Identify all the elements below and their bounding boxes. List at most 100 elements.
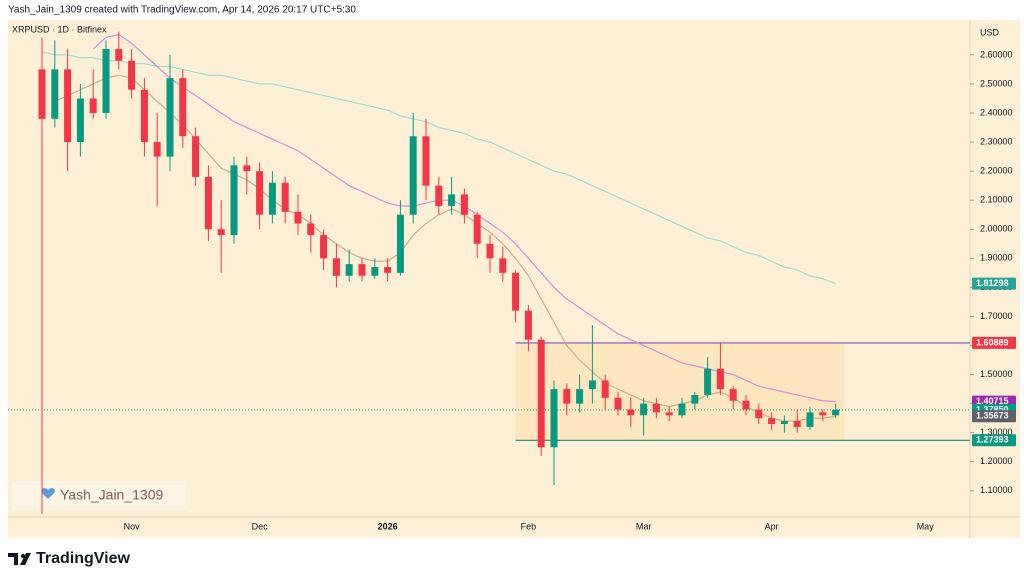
candle-body xyxy=(819,412,827,416)
price-tag-label: 1.35673 xyxy=(976,411,1009,421)
candle-body xyxy=(140,89,148,143)
candle-body xyxy=(422,136,430,186)
candle-body xyxy=(576,389,584,404)
y-tick-label: 2.20000 xyxy=(980,166,1013,176)
moving-average xyxy=(41,51,836,285)
candle-body xyxy=(601,380,609,398)
price-tag-label: 1.60889 xyxy=(976,337,1009,347)
watermark-box xyxy=(12,481,186,510)
y-tick-label: 1.10000 xyxy=(980,485,1013,495)
candle-body xyxy=(665,412,673,416)
candle-body xyxy=(524,310,532,340)
candle-body xyxy=(537,339,545,448)
candle-body xyxy=(230,165,238,236)
x-tick-label: 2026 xyxy=(378,521,398,531)
candle-body xyxy=(204,176,212,230)
candle-body xyxy=(358,264,366,276)
y-tick-label: 2.00000 xyxy=(980,224,1013,234)
price-tag xyxy=(972,277,1016,290)
candle-body xyxy=(307,223,315,236)
candle-body xyxy=(371,267,379,276)
candle-body xyxy=(768,418,776,424)
y-tick-label: 1.50000 xyxy=(980,369,1013,379)
candle-body xyxy=(179,78,187,137)
candle-body xyxy=(166,78,174,157)
candle-body xyxy=(268,182,276,215)
candle-body xyxy=(652,403,660,413)
candle-body xyxy=(294,211,302,224)
candle-body xyxy=(806,412,814,427)
range-box xyxy=(515,342,845,441)
candle-body xyxy=(435,185,443,207)
price-tag-label: 1.27393 xyxy=(976,435,1009,445)
candle-body xyxy=(588,380,596,390)
candle-body xyxy=(51,69,59,119)
candle-body xyxy=(243,165,251,172)
heart-icon xyxy=(41,488,55,499)
candle-body xyxy=(486,243,494,259)
candle-body xyxy=(832,409,840,416)
x-tick-label: Dec xyxy=(252,521,269,531)
candle-body xyxy=(320,235,328,259)
candle-body xyxy=(448,194,456,207)
candle-body xyxy=(704,368,712,395)
candle-body xyxy=(115,49,123,61)
candle-body xyxy=(217,229,225,236)
candle-body xyxy=(384,267,392,273)
candle-body xyxy=(627,409,635,416)
candle-body xyxy=(691,394,699,404)
candle-body xyxy=(678,403,686,416)
candle-body xyxy=(396,214,404,273)
y-tick-label: 2.30000 xyxy=(980,136,1013,146)
x-tick-label: Nov xyxy=(124,521,141,531)
y-tick-label: 2.50000 xyxy=(980,78,1013,88)
y-tick-label: 1.20000 xyxy=(980,456,1013,466)
candle-body xyxy=(780,421,788,424)
chart-title: XRPUSD · 1D · Bitfinex xyxy=(12,24,107,34)
y-tick-label: 2.60000 xyxy=(980,49,1013,59)
x-tick-label: May xyxy=(917,521,935,531)
candle-body xyxy=(563,389,571,404)
price-tag-label: 1.40715 xyxy=(976,396,1009,406)
candle-body xyxy=(153,142,161,157)
y-unit: USD xyxy=(980,27,1000,37)
price-tag-label: 1.37850 xyxy=(976,404,1009,414)
price-tag xyxy=(972,434,1016,447)
tv-logo xyxy=(8,553,31,565)
candle-body xyxy=(499,258,507,273)
y-tick-label: 2.10000 xyxy=(980,195,1013,205)
candle-body xyxy=(716,368,724,390)
credit: Yash_Jain_1309 created with TradingView.… xyxy=(8,5,356,16)
candle-body xyxy=(409,136,417,215)
candle-body xyxy=(640,403,648,416)
candle-body xyxy=(755,409,763,419)
candle-body xyxy=(793,421,801,427)
candle-body xyxy=(550,389,558,448)
brand: TradingView xyxy=(36,550,131,567)
candle-body xyxy=(729,389,737,401)
y-tick-label: 2.40000 xyxy=(980,107,1013,117)
price-tag xyxy=(972,410,1016,423)
candle-body xyxy=(281,182,289,212)
candle-body xyxy=(102,49,110,114)
price-tag xyxy=(972,336,1016,349)
candle-body xyxy=(345,264,353,276)
y-tick-label: 1.70000 xyxy=(980,311,1013,321)
watermark: Yash_Jain_1309 xyxy=(60,487,163,503)
candle-body xyxy=(38,69,46,119)
x-tick-label: Apr xyxy=(765,521,779,531)
candle-body xyxy=(512,272,520,311)
candle-body xyxy=(742,400,750,410)
candle-body xyxy=(332,258,340,276)
candle-body xyxy=(256,171,264,215)
candle-body xyxy=(64,69,72,143)
candle-body xyxy=(89,98,97,114)
x-tick-label: Feb xyxy=(521,521,537,531)
candle-body xyxy=(192,136,200,177)
candle-body xyxy=(128,60,136,90)
candle-body xyxy=(76,98,84,143)
x-tick-label: Mar xyxy=(636,521,652,531)
candle-body xyxy=(460,194,468,215)
